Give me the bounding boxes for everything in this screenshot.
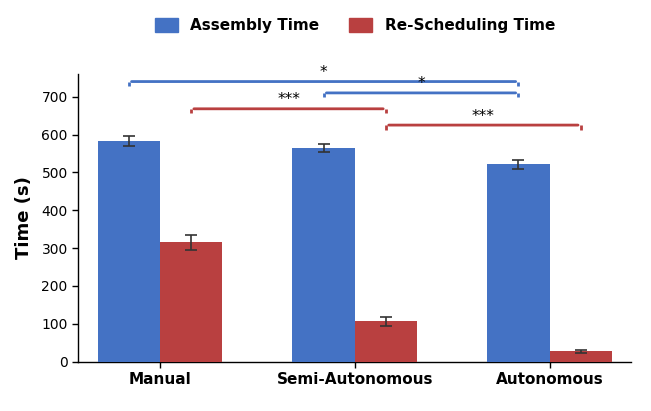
Y-axis label: Time (s): Time (s) [15, 176, 33, 259]
Legend: Assembly Time, Re-Scheduling Time: Assembly Time, Re-Scheduling Time [155, 18, 555, 33]
Bar [160, 242, 222, 362]
Text: *: * [320, 65, 327, 80]
Text: *: * [417, 76, 425, 91]
Text: ***: *** [472, 109, 495, 124]
Bar [549, 351, 612, 362]
Bar [355, 321, 417, 362]
Bar [488, 164, 549, 362]
Bar [98, 141, 160, 362]
Bar [292, 148, 355, 362]
Text: ***: *** [277, 92, 300, 107]
